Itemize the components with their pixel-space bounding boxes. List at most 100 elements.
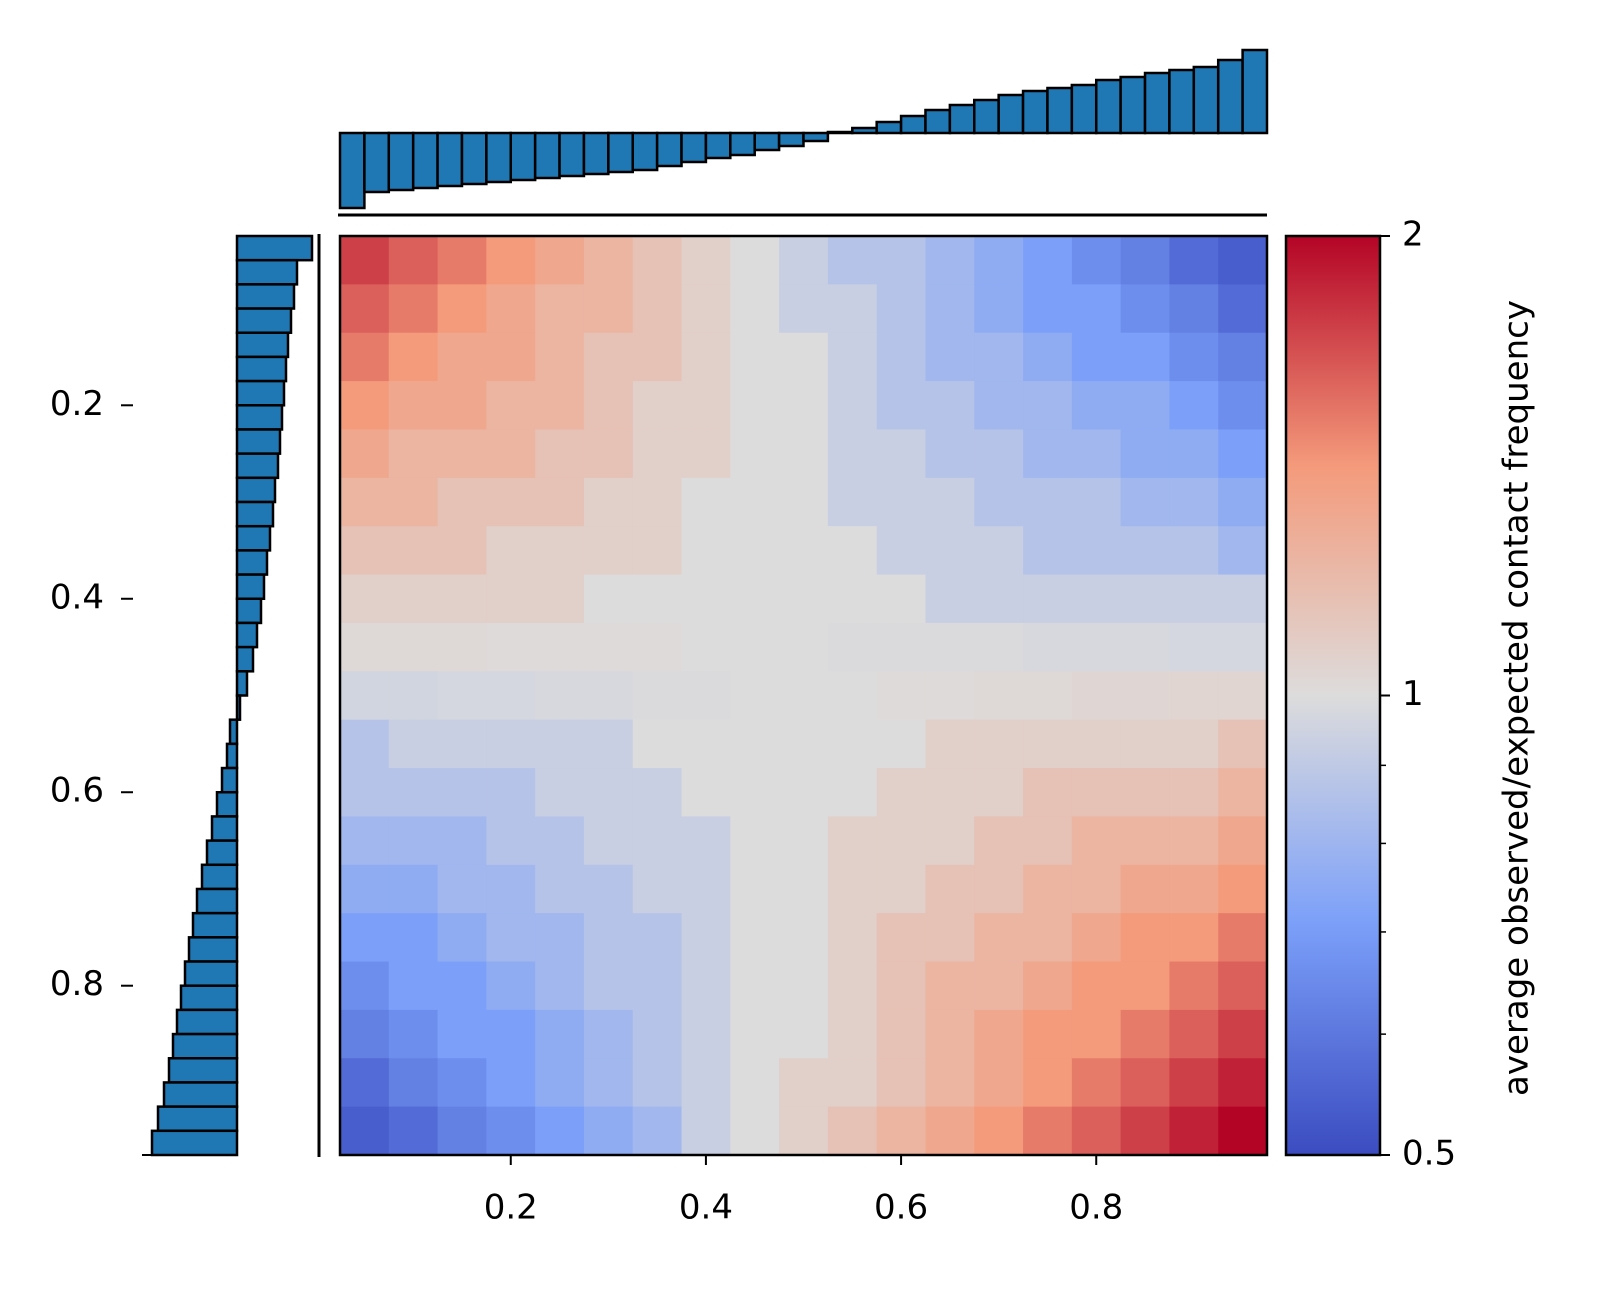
- heatmap-cell: [437, 381, 487, 431]
- heatmap-cell: [925, 768, 975, 818]
- heatmap-cell: [1071, 913, 1122, 963]
- heatmap-cell: [1169, 1009, 1219, 1059]
- heatmap-cell: [1120, 816, 1171, 866]
- top-bar: [411, 131, 439, 190]
- heatmap-cell: [1120, 1058, 1171, 1108]
- top-bar: [973, 98, 1000, 135]
- heatmap-cell: [827, 477, 878, 527]
- heatmap-cell: [486, 574, 536, 624]
- top-bar: [1021, 89, 1049, 135]
- heatmap-cell: [779, 1106, 829, 1156]
- heatmap-cell: [1023, 1106, 1073, 1156]
- top-bar: [509, 131, 537, 182]
- heatmap-cell: [437, 864, 487, 914]
- heatmap-cell: [1218, 864, 1268, 914]
- heatmap-cell: [876, 671, 927, 721]
- left-bar: [187, 936, 239, 963]
- heatmap-cell: [827, 574, 878, 624]
- heatmap-cell: [827, 1058, 878, 1108]
- heatmap-cell: [779, 477, 829, 527]
- heatmap-cell: [1120, 961, 1171, 1011]
- left-bar: [228, 718, 239, 746]
- left-bar: [175, 1008, 239, 1036]
- top-bar: [802, 131, 830, 143]
- left-bar: [235, 379, 286, 407]
- y-tick-label: 0.4: [50, 577, 104, 617]
- heatmap-cell: [827, 961, 878, 1011]
- heatmap-cell: [779, 961, 829, 1011]
- heatmap-cell: [681, 332, 731, 382]
- heatmap-cell: [730, 622, 780, 672]
- left-bar: [235, 670, 249, 697]
- heatmap-cell: [779, 768, 829, 818]
- top-bar: [826, 130, 854, 135]
- heatmap-cell: [1169, 719, 1219, 769]
- heatmap-cell: [1023, 719, 1073, 769]
- left-bar: [235, 549, 269, 576]
- heatmap-cell: [681, 913, 731, 963]
- heatmap-cell: [1169, 429, 1219, 479]
- heatmap-cell: [1071, 622, 1122, 672]
- heatmap-frame: [338, 234, 1269, 1157]
- heatmap-cell: [681, 381, 731, 431]
- heatmap-cell: [1071, 1009, 1122, 1059]
- top-bar: [558, 131, 586, 178]
- colorbar-tick-label: 1: [1402, 674, 1424, 714]
- heatmap-cell: [1218, 622, 1268, 672]
- heatmap-cell: [486, 816, 536, 866]
- heatmap-cell: [486, 864, 536, 914]
- heatmap-cell: [925, 381, 975, 431]
- heatmap-cell: [486, 1058, 536, 1108]
- heatmap-cell: [486, 332, 536, 382]
- top-bar: [460, 131, 488, 186]
- top-bar: [436, 131, 464, 188]
- left-bar: [167, 1057, 239, 1084]
- heatmap-cell: [340, 1009, 390, 1059]
- heatmap-cell: [974, 671, 1024, 721]
- heatmap-cell: [486, 284, 536, 334]
- heatmap-cell: [876, 768, 927, 818]
- heatmap-cell: [1071, 961, 1122, 1011]
- heatmap-cell: [535, 622, 585, 672]
- heatmap-cell: [730, 816, 780, 866]
- heatmap-cell: [827, 622, 878, 672]
- heatmap-cell: [1169, 816, 1219, 866]
- heatmap-cell: [388, 1106, 439, 1156]
- top-bar: [924, 108, 952, 135]
- heatmap-cell: [974, 1106, 1024, 1156]
- heatmap-cell: [730, 1106, 780, 1156]
- heatmap-cell: [827, 719, 878, 769]
- heatmap-cell: [535, 1009, 585, 1059]
- heatmap-cell: [925, 913, 975, 963]
- heatmap-cell: [779, 671, 829, 721]
- heatmap-cell: [437, 1106, 487, 1156]
- heatmap-cell: [583, 1106, 634, 1156]
- heatmap-cell: [340, 429, 390, 479]
- heatmap-cell: [632, 1058, 683, 1108]
- heatmap-cell: [681, 864, 731, 914]
- heatmap-cell: [1071, 864, 1122, 914]
- heatmap-cell: [1071, 236, 1122, 285]
- heatmap-cell: [876, 574, 927, 624]
- heatmap-cell: [730, 574, 780, 624]
- left-bar: [150, 1129, 239, 1157]
- heatmap-cell: [974, 768, 1024, 818]
- heatmap-cell: [974, 622, 1024, 672]
- heatmap-cell: [632, 622, 683, 672]
- heatmap-cell: [974, 574, 1024, 624]
- left-bar: [235, 573, 266, 601]
- heatmap-cell: [486, 526, 536, 576]
- heatmap-cell: [1169, 477, 1219, 527]
- heatmap-cell: [632, 768, 683, 818]
- heatmap-cell: [1218, 1058, 1268, 1108]
- heatmap-cell: [779, 381, 829, 431]
- heatmap-cell: [925, 332, 975, 382]
- heatmap-cell: [779, 236, 829, 285]
- heatmap-cell: [437, 284, 487, 334]
- heatmap-cell: [1023, 622, 1073, 672]
- heatmap-cell: [535, 864, 585, 914]
- heatmap-cell: [388, 671, 439, 721]
- heatmap-cell: [340, 574, 390, 624]
- heatmap-cell: [876, 526, 927, 576]
- heatmap-cell: [779, 816, 829, 866]
